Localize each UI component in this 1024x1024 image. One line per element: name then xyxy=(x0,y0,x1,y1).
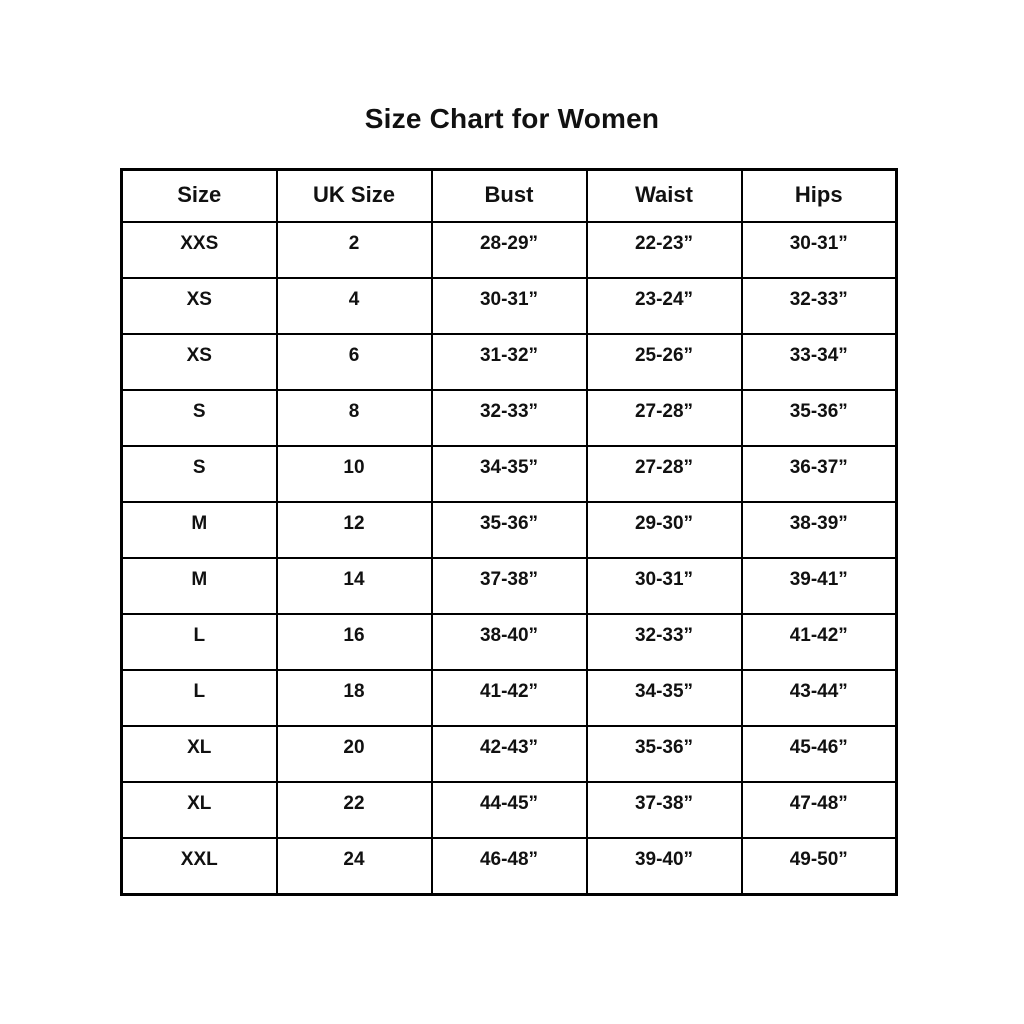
column-header-uk-size: UK Size xyxy=(275,168,433,223)
table-cell: 32-33” xyxy=(585,613,743,671)
table-cell: 23-24” xyxy=(585,277,743,335)
table-row: L 18 41-42” 34-35” 43-44” xyxy=(120,669,898,727)
table-cell: 42-43” xyxy=(430,725,588,783)
table-cell: 2 xyxy=(275,221,433,279)
table-cell: S xyxy=(120,389,278,447)
table-cell: 36-37” xyxy=(740,445,898,503)
table-cell: 39-40” xyxy=(585,837,743,896)
table-cell: 12 xyxy=(275,501,433,559)
table-cell: 8 xyxy=(275,389,433,447)
table-cell: XXS xyxy=(120,221,278,279)
table-cell: 28-29” xyxy=(430,221,588,279)
table-row: XL 22 44-45” 37-38” 47-48” xyxy=(120,781,898,839)
table-row: S 10 34-35” 27-28” 36-37” xyxy=(120,445,898,503)
table-row: XS 4 30-31” 23-24” 32-33” xyxy=(120,277,898,335)
table-cell: 22 xyxy=(275,781,433,839)
table-cell: 37-38” xyxy=(585,781,743,839)
table-cell: 30-31” xyxy=(430,277,588,335)
table-cell: 29-30” xyxy=(585,501,743,559)
table-cell: XS xyxy=(120,277,278,335)
column-header-size: Size xyxy=(120,168,278,223)
table-cell: 38-39” xyxy=(740,501,898,559)
table-cell: 30-31” xyxy=(585,557,743,615)
column-header-waist: Waist xyxy=(585,168,743,223)
table-cell: XXL xyxy=(120,837,278,896)
table-cell: 32-33” xyxy=(430,389,588,447)
table-cell: 33-34” xyxy=(740,333,898,391)
table-cell: M xyxy=(120,501,278,559)
table-cell: 34-35” xyxy=(430,445,588,503)
table-cell: S xyxy=(120,445,278,503)
table-header-row: Size UK Size Bust Waist Hips xyxy=(120,168,898,223)
table-cell: 43-44” xyxy=(740,669,898,727)
table-row: M 12 35-36” 29-30” 38-39” xyxy=(120,501,898,559)
table-cell: 45-46” xyxy=(740,725,898,783)
table-cell: 47-48” xyxy=(740,781,898,839)
table-cell: 35-36” xyxy=(740,389,898,447)
table-cell: 20 xyxy=(275,725,433,783)
table-cell: 10 xyxy=(275,445,433,503)
table-row: XS 6 31-32” 25-26” 33-34” xyxy=(120,333,898,391)
table-cell: 37-38” xyxy=(430,557,588,615)
table-row: S 8 32-33” 27-28” 35-36” xyxy=(120,389,898,447)
page-title: Size Chart for Women xyxy=(364,103,660,134)
table-cell: XL xyxy=(120,781,278,839)
table-cell: 41-42” xyxy=(430,669,588,727)
table-row: XXS 2 28-29” 22-23” 30-31” xyxy=(120,221,898,279)
table-row: XL 20 42-43” 35-36” 45-46” xyxy=(120,725,898,783)
table-cell: 31-32” xyxy=(430,333,588,391)
table-cell: M xyxy=(120,557,278,615)
table-cell: 27-28” xyxy=(585,389,743,447)
table-cell: 14 xyxy=(275,557,433,615)
table-row: XXL 24 46-48” 39-40” 49-50” xyxy=(120,837,898,896)
table-cell: L xyxy=(120,613,278,671)
table-cell: 27-28” xyxy=(585,445,743,503)
column-header-hips: Hips xyxy=(740,168,898,223)
table-cell: 30-31” xyxy=(740,221,898,279)
table-header: Size UK Size Bust Waist Hips xyxy=(120,168,898,223)
table-cell: 25-26” xyxy=(585,333,743,391)
table-cell: 6 xyxy=(275,333,433,391)
table-cell: 41-42” xyxy=(740,613,898,671)
table-cell: 16 xyxy=(275,613,433,671)
table-row: M 14 37-38” 30-31” 39-41” xyxy=(120,557,898,615)
table-row: L 16 38-40” 32-33” 41-42” xyxy=(120,613,898,671)
table-cell: 44-45” xyxy=(430,781,588,839)
table-cell: 35-36” xyxy=(585,725,743,783)
table-cell: L xyxy=(120,669,278,727)
table-cell: XL xyxy=(120,725,278,783)
table-cell: 38-40” xyxy=(430,613,588,671)
table-cell: 22-23” xyxy=(585,221,743,279)
table-cell: 32-33” xyxy=(740,277,898,335)
table-body: XXS 2 28-29” 22-23” 30-31” XS 4 30-31” 23-24” 32-… xyxy=(120,221,898,896)
table-cell: XS xyxy=(120,333,278,391)
table-cell: 24 xyxy=(275,837,433,896)
table-cell: 34-35” xyxy=(585,669,743,727)
table-cell: 18 xyxy=(275,669,433,727)
column-header-bust: Bust xyxy=(430,168,588,223)
table-cell: 46-48” xyxy=(430,837,588,896)
table-cell: 49-50” xyxy=(740,837,898,896)
size-chart-table: Size UK Size Bust Waist Hips XXS 2 28-29” 22-23… xyxy=(120,168,898,896)
table-cell: 35-36” xyxy=(430,501,588,559)
table-cell: 4 xyxy=(275,277,433,335)
table-cell: 39-41” xyxy=(740,557,898,615)
